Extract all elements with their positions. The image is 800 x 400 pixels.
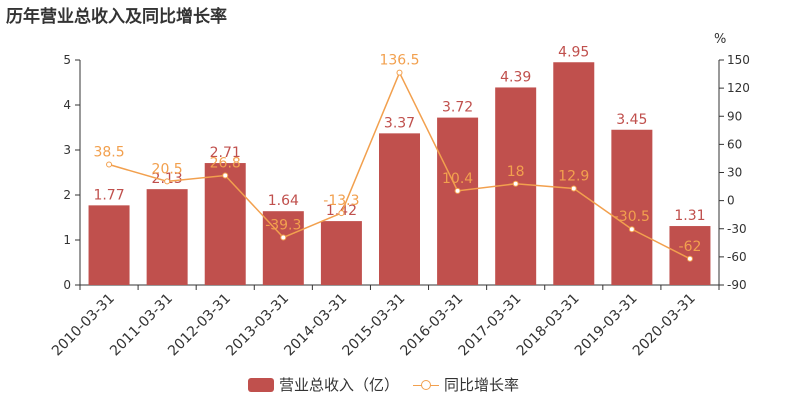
bar (553, 62, 595, 285)
growth-value-label: 12.9 (558, 169, 589, 185)
y-left-tick-label: 0 (63, 278, 71, 292)
y-right-tick-label: 0 (727, 194, 735, 208)
growth-value-label: 136.5 (379, 53, 419, 69)
y-left-tick-label: 1 (63, 233, 71, 247)
bar (379, 133, 420, 285)
legend: 营业总收入（亿） 同比增长率 (248, 374, 533, 395)
bar (146, 189, 188, 285)
y-right-tick-label: 150 (727, 53, 750, 67)
y-right-tick-label: -90 (727, 278, 747, 292)
y-right-unit: % (714, 32, 726, 47)
y-right-tick-label: -30 (727, 222, 747, 236)
growth-point (106, 161, 113, 168)
growth-point (396, 69, 403, 76)
bar-value-label: 4.39 (500, 69, 531, 85)
legend-label-growth: 同比增长率 (444, 376, 520, 394)
bar-value-label: 4.95 (558, 44, 589, 60)
legend-label-revenue: 营业总收入（亿） (279, 376, 400, 394)
growth-value-label: -39.3 (265, 217, 301, 233)
x-tick-label: 2020-03-31 (630, 291, 699, 360)
bar-value-label: 1.64 (268, 193, 299, 209)
growth-point (164, 178, 171, 185)
bar (611, 129, 653, 285)
legend-item-growth[interactable]: 同比增长率 (413, 374, 519, 395)
bar-value-label: 3.45 (616, 112, 647, 128)
bar-value-label: 3.72 (442, 100, 473, 116)
y-left-tick-label: 4 (63, 98, 71, 112)
growth-value-label: 20.5 (152, 161, 183, 177)
bar (437, 117, 479, 285)
y-right-tick-label: 90 (727, 109, 742, 123)
bar (88, 205, 130, 285)
bar-value-label: 1.31 (674, 208, 705, 224)
y-left-tick-label: 2 (63, 188, 71, 202)
bar-value-label: 1.77 (93, 187, 124, 203)
legend-bar-swatch (248, 377, 274, 392)
growth-point (454, 187, 461, 194)
legend-item-revenue[interactable]: 营业总收入（亿） (248, 374, 399, 395)
growth-value-label: -62 (679, 239, 702, 255)
y-right-tick-label: 30 (727, 166, 742, 180)
growth-value-label: 18 (507, 164, 525, 180)
growth-point (280, 234, 287, 241)
growth-point (628, 226, 635, 233)
growth-value-label: 10.4 (442, 171, 473, 187)
bar (669, 226, 711, 285)
chart-title: 历年营业总收入及同比增长率 (6, 7, 227, 27)
growth-point (222, 172, 229, 179)
bar (204, 163, 246, 285)
y-left-tick-label: 5 (63, 53, 71, 67)
growth-point (686, 255, 693, 262)
bar-value-label: 2.71 (210, 145, 241, 161)
y-right-tick-label: -60 (727, 250, 747, 264)
legend-line-swatch (413, 378, 440, 392)
growth-value-label: -30.5 (614, 209, 650, 225)
growth-point (512, 180, 519, 187)
growth-point (570, 185, 577, 192)
y-right-tick-label: 60 (727, 137, 742, 151)
growth-value-label: -13.3 (323, 193, 359, 209)
growth-value-label: 38.5 (93, 145, 124, 161)
chart-plot: 012345-90-60-300306090120150%2010-03-312… (49, 32, 750, 360)
y-right-tick-label: 120 (727, 81, 750, 95)
growth-value-label: 26.8 (210, 156, 241, 172)
bar-value-label: 3.37 (384, 115, 415, 131)
y-left-tick-label: 3 (63, 143, 71, 157)
growth-point (338, 210, 345, 217)
bar (320, 221, 362, 285)
